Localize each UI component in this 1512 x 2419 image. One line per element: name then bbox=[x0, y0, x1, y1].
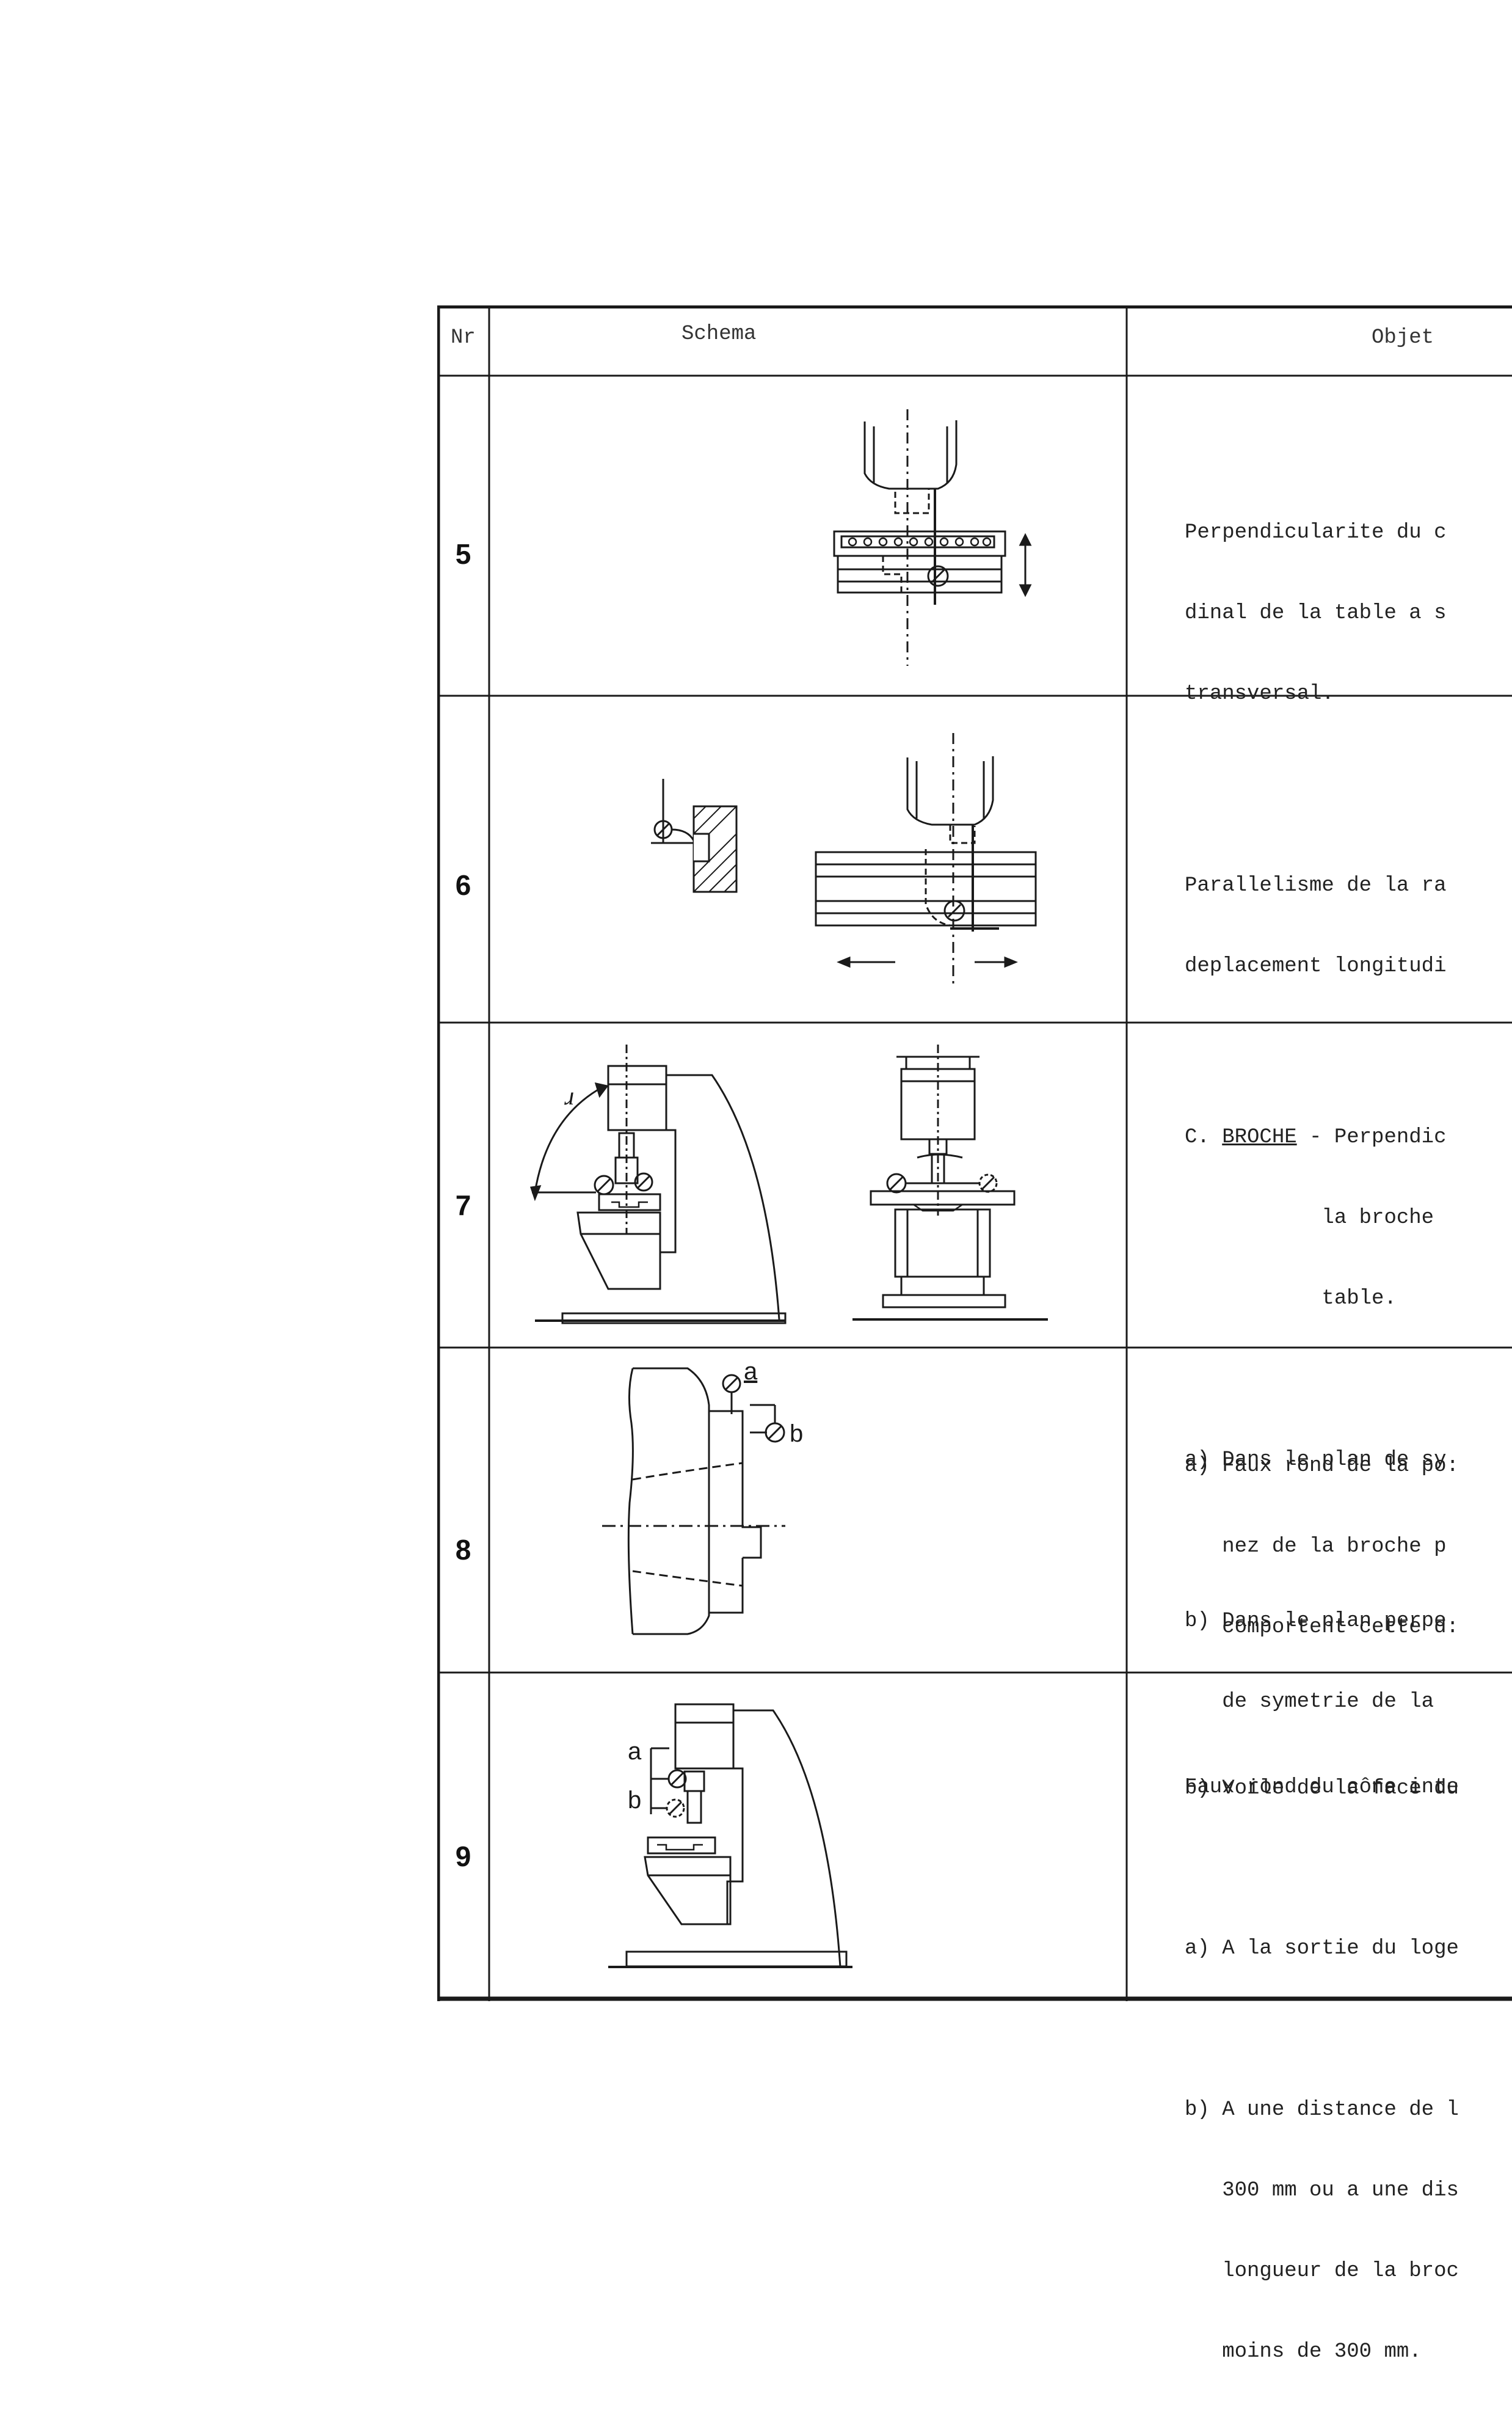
fig8-label-a: a bbox=[744, 1358, 758, 1385]
objet-line: Perpendicularite du c bbox=[1185, 521, 1447, 544]
header-schema: Schema bbox=[681, 323, 757, 346]
objet-line: moins de 300 mm. bbox=[1185, 2340, 1422, 2363]
objet-line: nez de la broche p bbox=[1185, 1535, 1447, 1558]
objet-line: Faux rond du cône inte bbox=[1185, 1776, 1459, 1799]
row-number-7: 7 bbox=[455, 1189, 471, 1221]
schema-figure-8: a b bbox=[584, 1358, 803, 1643]
header-nr: Nr bbox=[451, 326, 476, 349]
objet-line: dinal de la table a s bbox=[1185, 602, 1447, 625]
objet-text-6: Parallelisme de la ra deplacement longit… bbox=[1185, 819, 1512, 1034]
schema-figure-7: ɹ bbox=[511, 1032, 1121, 1326]
objet-text-5: Perpendicularite du c dinal de la table … bbox=[1185, 465, 1512, 761]
fig9-label-a: a bbox=[628, 1738, 642, 1765]
row-number-5: 5 bbox=[455, 538, 471, 570]
objet-line: b) A une distance de l bbox=[1185, 2098, 1459, 2122]
objet-line: table. bbox=[1185, 1287, 1397, 1310]
objet-line: deplacement longitudi bbox=[1185, 955, 1447, 978]
objet-line: a) Faux rond de la po: bbox=[1185, 1454, 1459, 1478]
header-objet: Objet bbox=[1372, 326, 1434, 349]
objet-line: 300 mm ou a une dis bbox=[1185, 2179, 1459, 2202]
objet-line: de symetrie de la bbox=[1185, 1690, 1434, 1713]
objet-line: a) Dans le plan de sy bbox=[1185, 1448, 1447, 1472]
objet-line: la broche bbox=[1185, 1206, 1434, 1230]
schema-figure-5 bbox=[804, 391, 1060, 672]
fig8-label-b: b bbox=[790, 1420, 803, 1447]
table-grid bbox=[437, 305, 1512, 2001]
schema-figure-6 bbox=[608, 721, 1097, 1008]
fig7-angle-label: ɹ bbox=[564, 1082, 574, 1111]
objet-line: comportent cette d: bbox=[1185, 1616, 1459, 1639]
objet-text-7: C. BROCHE - Perpendic la broche table. a… bbox=[1185, 1070, 1512, 1769]
fig9-label-b: b bbox=[628, 1787, 641, 1814]
objet-line: b) Voile de la face du bbox=[1185, 1777, 1459, 1800]
objet-line: Parallelisme de la ra bbox=[1185, 874, 1447, 897]
broche-heading: BROCHE bbox=[1222, 1126, 1297, 1149]
objet-line: transversal. bbox=[1185, 682, 1334, 706]
objet-line: b) Dans le plan perpe bbox=[1185, 1610, 1447, 1633]
objet-text-9: Faux rond du cône inte a) A la sortie du… bbox=[1185, 1720, 1512, 2419]
objet-heading: C. BROCHE - Perpendic bbox=[1185, 1126, 1447, 1149]
objet-text-8: a) Faux rond de la po: nez de la broche … bbox=[1185, 1399, 1512, 1856]
schema-figure-9: a b bbox=[590, 1680, 956, 1985]
test-sheet-table: Nr Schema Objet 5 6 7 8 9 Perpendiculari… bbox=[437, 305, 1512, 2363]
row-number-8: 8 bbox=[455, 1534, 471, 1566]
row-number-9: 9 bbox=[455, 1841, 471, 1872]
objet-line: longueur de la broc bbox=[1185, 2260, 1459, 2283]
objet-line: a) A la sortie du loge bbox=[1185, 1937, 1459, 1960]
row-number-6: 6 bbox=[455, 869, 471, 901]
